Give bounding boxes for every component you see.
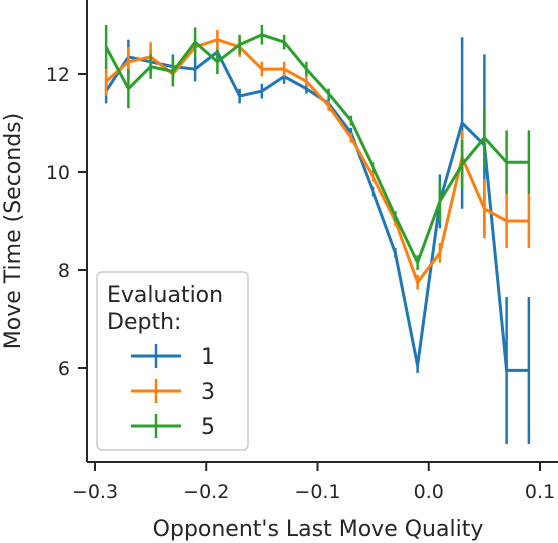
series-layer	[104, 25, 531, 444]
legend-label: 1	[201, 345, 215, 370]
ticks-layer: −0.3 −0.2 −0.1 0.0 0.1 6 8 10 12	[46, 64, 555, 503]
legend-label: 3	[201, 380, 215, 405]
x-tick-label: 0.1	[525, 481, 555, 503]
legend: Evaluation Depth: 1 3 5	[96, 271, 249, 451]
legend-label: 5	[201, 415, 215, 440]
legend-entry: 3	[131, 379, 215, 405]
legend-frame	[96, 271, 249, 451]
x-tick-label: 0.0	[414, 481, 444, 503]
series-line	[104, 33, 529, 265]
legend-title-line-1: Evaluation	[107, 283, 223, 308]
y-tick-label: 10	[46, 162, 70, 184]
legend-entries: 1 3 5	[131, 344, 215, 440]
y-tick-label: 6	[58, 358, 70, 380]
legend-title-line-2: Depth:	[107, 310, 181, 335]
series-5	[104, 25, 531, 270]
y-axis-label: Move Time (Seconds)	[1, 113, 26, 349]
x-axis-label: Opponent's Last Move Quality	[153, 517, 484, 542]
axes-layer	[86, 0, 558, 463]
legend-entry: 1	[131, 344, 215, 370]
y-tick-label: 12	[46, 64, 70, 86]
legend-entry: 5	[131, 414, 215, 440]
x-tick-label: −0.1	[294, 481, 340, 503]
y-tick-label: 8	[58, 260, 70, 282]
x-tick-label: −0.3	[72, 481, 118, 503]
x-tick-label: −0.2	[183, 481, 229, 503]
